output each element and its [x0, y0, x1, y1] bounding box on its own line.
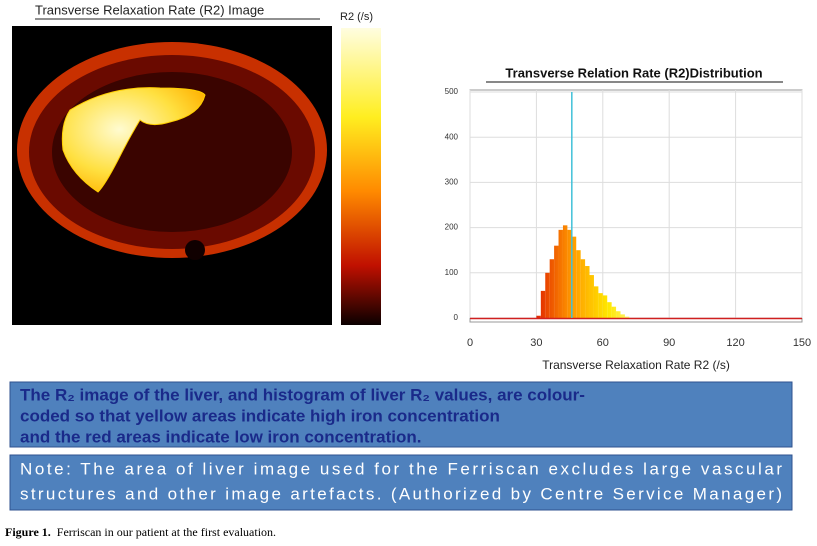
- y-tick-label: 300: [445, 178, 459, 187]
- note-box: [9, 381, 793, 448]
- bar: [540, 290, 546, 318]
- bar: [616, 311, 621, 318]
- bar: [607, 302, 612, 318]
- note-text: The R₂ image of the liver, and histogram…: [20, 385, 585, 446]
- caption-label: Figure 1.: [5, 525, 51, 539]
- colorbar-label: R2 (/s): [340, 11, 373, 23]
- note-line: and the red areas indicate low iron conc…: [20, 427, 421, 446]
- spine: [185, 240, 205, 260]
- bar: [589, 275, 594, 318]
- colorbar: [341, 28, 381, 325]
- note-box: [9, 454, 793, 511]
- x-tick-label: 0: [467, 337, 473, 349]
- caption-text: Ferriscan in our patient at the first ev…: [57, 525, 276, 539]
- bar: [585, 266, 590, 318]
- histogram: 0 100 200 300 400 500 0 30 60 90 120 150: [445, 87, 812, 349]
- bar: [620, 314, 625, 318]
- bar: [624, 316, 630, 318]
- bar: [545, 272, 550, 318]
- bar: [602, 295, 608, 318]
- note-line: The R₂ image of the liver, and histogram…: [20, 385, 585, 404]
- note-line: Note: The area of liver image used for t…: [20, 459, 782, 478]
- bar: [598, 293, 603, 318]
- bar: [562, 225, 568, 318]
- x-tick-label: 30: [530, 337, 542, 349]
- bar: [593, 286, 599, 318]
- x-tick-label: 90: [663, 337, 675, 349]
- y-tick-label: 100: [445, 268, 459, 277]
- caption: Figure 1. Ferriscan in our patient at the…: [5, 525, 276, 539]
- note-line: structures and other image artefacts. (A…: [20, 484, 782, 503]
- bar: [576, 250, 581, 318]
- liver: [61, 87, 206, 193]
- note-line: coded so that yellow areas indicate high…: [20, 406, 500, 425]
- bar: [571, 236, 577, 318]
- x-tick-label: 150: [793, 337, 811, 349]
- bar: [567, 229, 572, 318]
- bar: [554, 245, 559, 318]
- image-title: Transverse Relaxation Rate (R2) Image: [35, 2, 264, 17]
- chart-title: Transverse Relation Rate (R2)Distributio…: [505, 65, 762, 80]
- x-tick-label: 120: [726, 337, 744, 349]
- y-tick-label: 0: [454, 313, 459, 322]
- y-tick-label: 500: [445, 87, 459, 96]
- bar: [611, 306, 617, 318]
- y-tick-label: 200: [445, 223, 459, 232]
- bar: [549, 259, 555, 318]
- bar: [558, 229, 563, 318]
- x-axis-label: Transverse Relaxation Rate R2 (/s): [542, 358, 730, 372]
- bar: [536, 315, 541, 318]
- y-tick-label: 400: [445, 132, 459, 141]
- x-tick-label: 60: [597, 337, 609, 349]
- bar: [580, 259, 586, 318]
- plot-area: [469, 89, 803, 323]
